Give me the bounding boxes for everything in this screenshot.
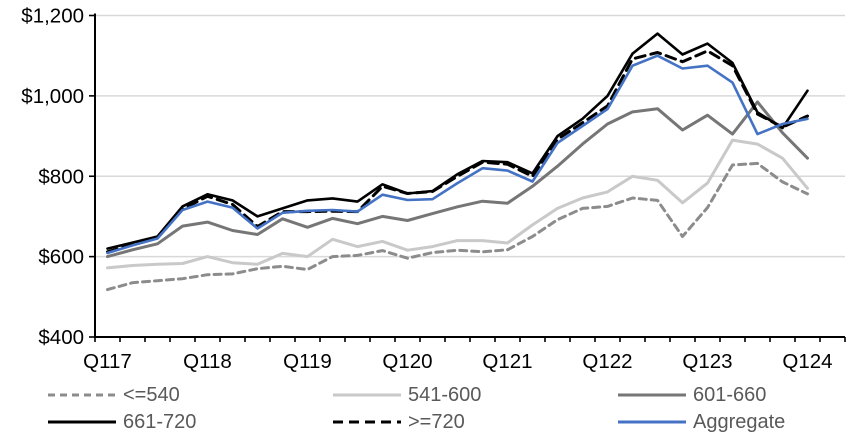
legend-line-sample-light-gray	[333, 393, 401, 397]
x-tick-label: Q117	[83, 350, 132, 373]
legend-line-sample-blue	[618, 420, 686, 424]
series-line-661-720	[106, 32, 809, 250]
y-tick-label: $600	[38, 246, 84, 269]
legend-item-661-720: 661-720	[48, 410, 196, 434]
x-tick-label: Q122	[582, 350, 632, 373]
legend-item-le540: <=540	[48, 383, 180, 407]
legend-item-601-660: 601-660	[618, 383, 766, 407]
y-tick-label: $1,200	[21, 5, 84, 28]
x-tick-label: Q121	[482, 350, 532, 373]
legend-line-sample-dashed-gray	[48, 393, 116, 397]
legend-label-541-600: 541-600	[408, 384, 482, 406]
series-line-601-660	[106, 100, 809, 259]
legend-label-ge720: >=720	[408, 411, 465, 433]
legend-label-aggregate: Aggregate	[693, 411, 786, 433]
legend-label-le540: <=540	[123, 384, 180, 406]
x-tick-label: Q119	[283, 350, 332, 373]
y-tick-label: $400	[38, 326, 84, 349]
x-tick-label: Q123	[682, 350, 732, 373]
series-line-541-600	[106, 138, 809, 270]
x-tick-label: Q124	[782, 350, 832, 373]
legend-label-601-660: 601-660	[693, 384, 767, 406]
legend-line-sample-dark-gray	[618, 393, 686, 397]
legend-line-sample-dashed-black	[333, 420, 401, 424]
legend-line-sample-black	[48, 420, 116, 424]
x-tick-label: Q120	[382, 350, 432, 373]
x-tick-label: Q118	[183, 350, 232, 373]
y-tick-label: $1,000	[21, 85, 84, 108]
series-line-720	[106, 49, 809, 254]
series-line-540	[106, 161, 809, 292]
legend-item-ge720: >=720	[333, 410, 465, 434]
y-tick-label: $800	[38, 165, 84, 188]
legend-item-aggregate: Aggregate	[618, 410, 785, 434]
series-line-Aggregate	[106, 54, 809, 255]
legend-label-661-720: 661-720	[123, 411, 197, 433]
legend-item-541-600: 541-600	[333, 383, 481, 407]
